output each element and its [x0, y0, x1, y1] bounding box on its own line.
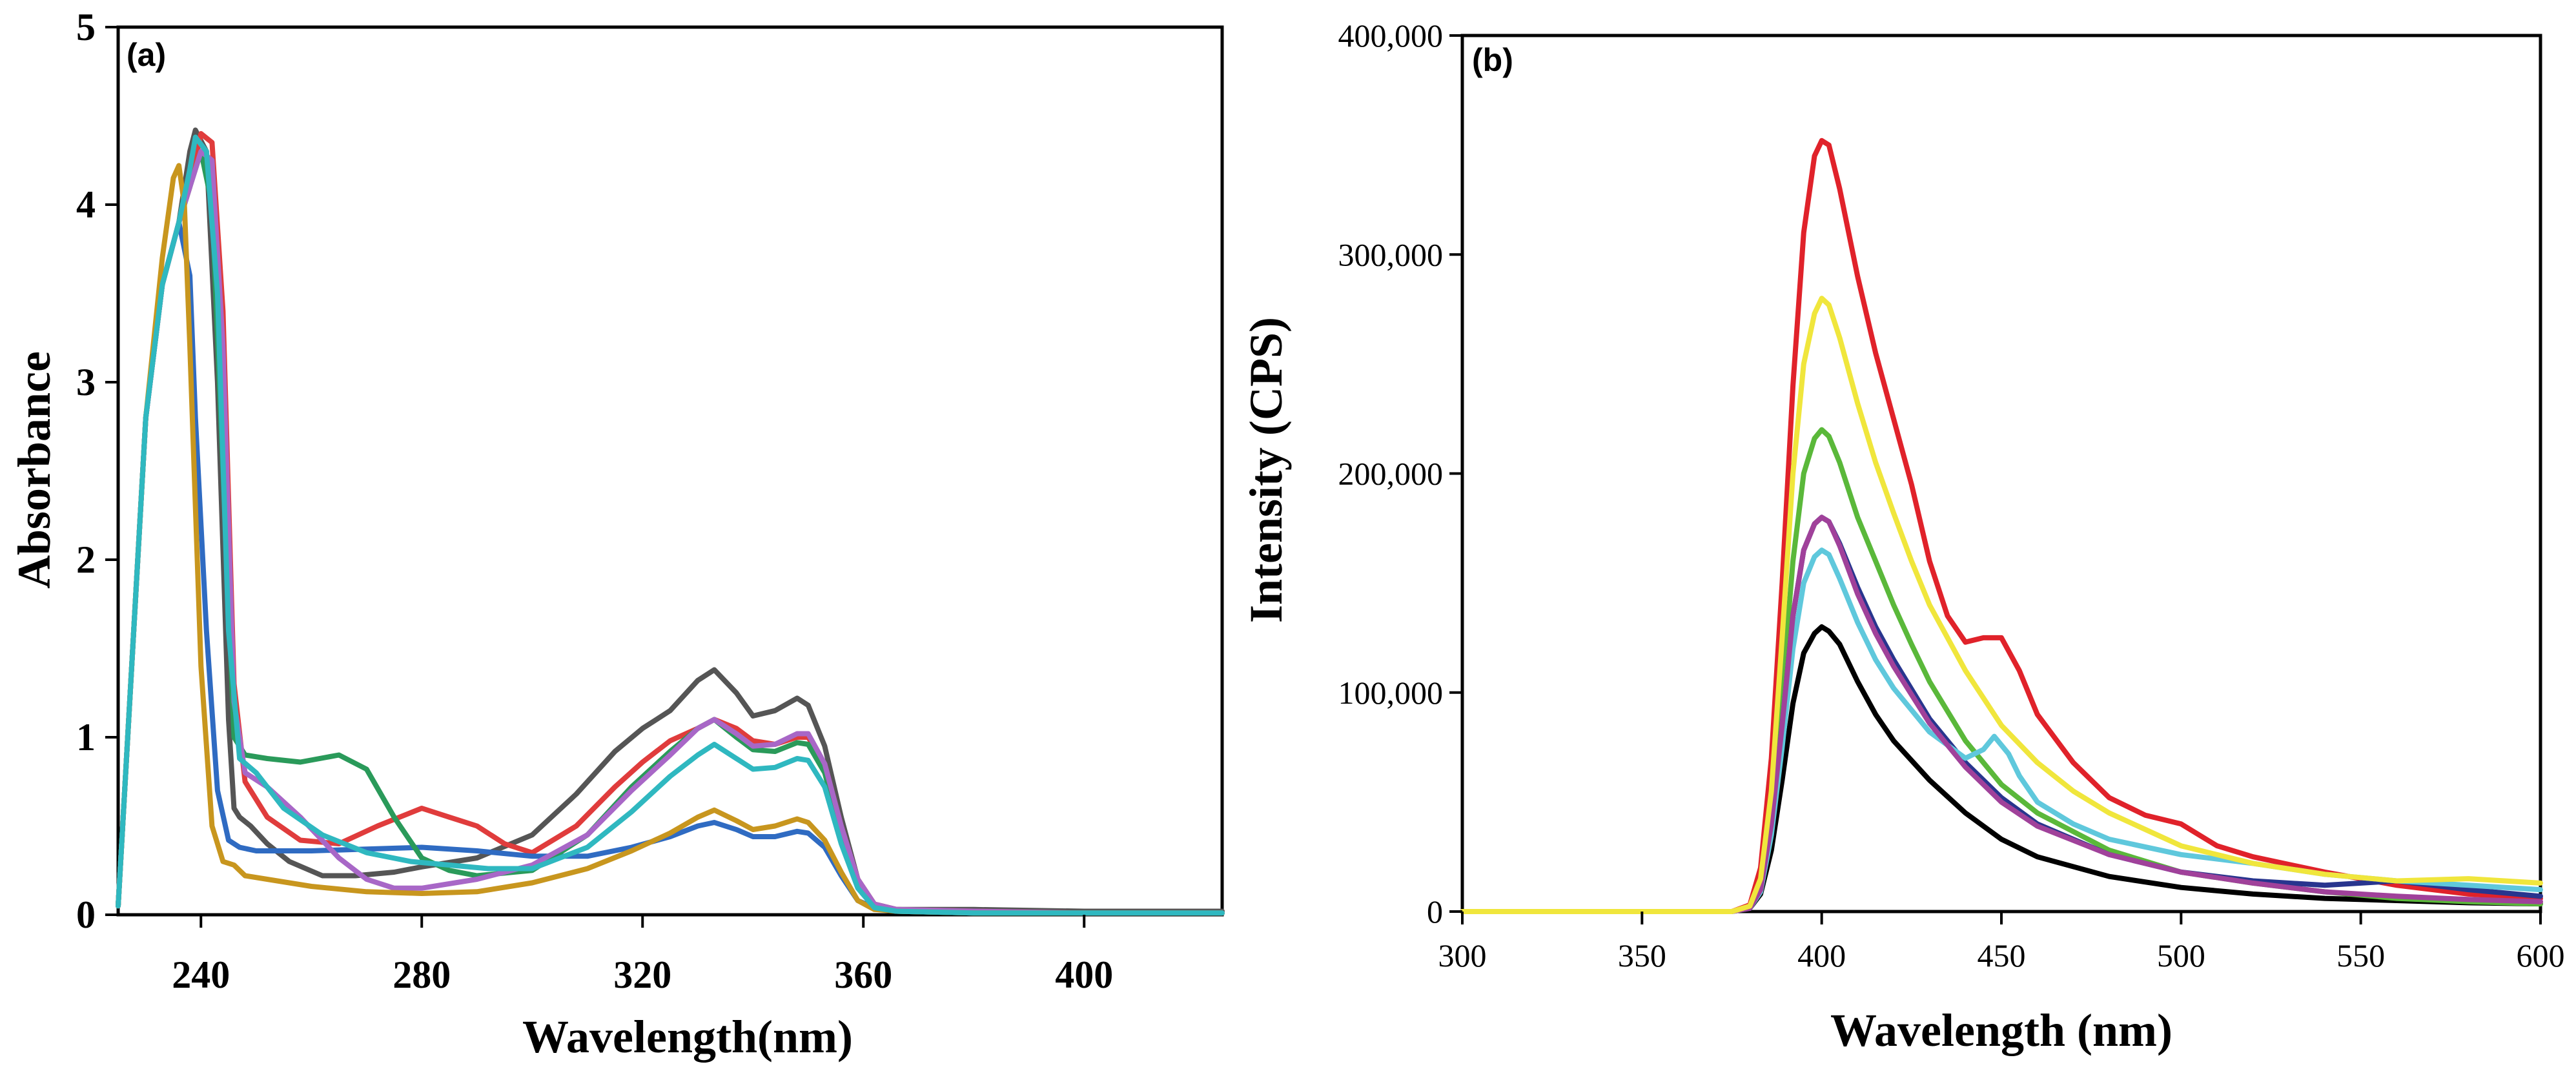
chart-a-xtick-label: 320	[613, 954, 671, 996]
chart-b: 300 350 400 450 500 550 600 0 100,000 200,000 300,…	[1240, 17, 2565, 1056]
chart-b-xtick-label: 550	[2336, 937, 2385, 974]
chart-b-series-group	[1460, 138, 2543, 914]
chart-a-ytick-label: 5	[76, 6, 96, 48]
chart-b-xtick-label: 600	[2517, 937, 2565, 974]
chart-b-xtick-label: 400	[1797, 937, 1846, 974]
chart-a-series-group	[116, 127, 1225, 916]
chart-b-xtick-label: 350	[1618, 937, 1666, 974]
chart-b-ytick-label: 100,000	[1338, 675, 1444, 711]
chart-b-panel-label: (b)	[1472, 42, 1513, 78]
chart-b-ytick-label: 200,000	[1338, 456, 1444, 492]
chart-a-xlabel: Wavelength(nm)	[522, 1011, 853, 1063]
chart-a-ytick-label: 4	[76, 183, 96, 226]
chart-a-xtick-label: 360	[834, 954, 892, 996]
chart-b-plot-area: 300 350 400 450 500 550 600 0 100,000 200,000 300,…	[1338, 17, 2565, 974]
chart-a-ylabel: Absorbance	[8, 351, 60, 589]
chart-b-xtick-label: 500	[2157, 937, 2205, 974]
chart-a-frame	[116, 25, 1224, 917]
chart-a-xtick-label: 280	[393, 954, 451, 996]
chart-a-panel-label: (a)	[127, 37, 166, 73]
chart-b-ytick-label: 0	[1427, 893, 1443, 930]
chart-a-ytick-label: 0	[76, 893, 96, 936]
chart-a-ytick-label: 3	[76, 361, 96, 403]
chart-b-ylabel: Intensity (CPS)	[1240, 317, 1292, 623]
chart-a-series-sa7-line	[116, 134, 1225, 916]
chart-a: 240 280 320 360 400 0 1 2 3 4 5 (a) Wavelength(nm)…	[8, 6, 1225, 1063]
chart-a-plot-area: 240 280 320 360 400 0 1 2 3 4 5	[76, 6, 1225, 996]
chart-a-series-sa6-line	[116, 163, 1225, 916]
chart-a-ticks: 240 280 320 360 400 0 1 2 3 4 5	[76, 6, 1113, 996]
chart-a-xtick-label: 240	[172, 954, 230, 996]
chart-b-ytick-label: 300,000	[1338, 236, 1444, 272]
chart-a-series-sa5-line	[116, 148, 1225, 916]
chart-a-ytick-label: 1	[76, 716, 96, 759]
chart-b-series-sa7-line	[1460, 296, 2543, 914]
chart-a-ytick-label: 2	[76, 538, 96, 581]
chart-a-xtick-label: 400	[1055, 954, 1113, 996]
chart-b-xlabel: Wavelength (nm)	[1830, 1005, 2172, 1056]
chart-b-xtick-label: 300	[1438, 937, 1487, 974]
chart-b-ytick-label: 400,000	[1338, 17, 1444, 54]
chart-b-series-sa2-line	[1460, 138, 2543, 914]
chart-b-series-sa6-line	[1460, 515, 2543, 914]
chart-b-xtick-label: 450	[1978, 937, 2026, 974]
chart-b-ticks: 300 350 400 450 500 550 600 0 100,000 200,000 300,…	[1338, 17, 2565, 974]
